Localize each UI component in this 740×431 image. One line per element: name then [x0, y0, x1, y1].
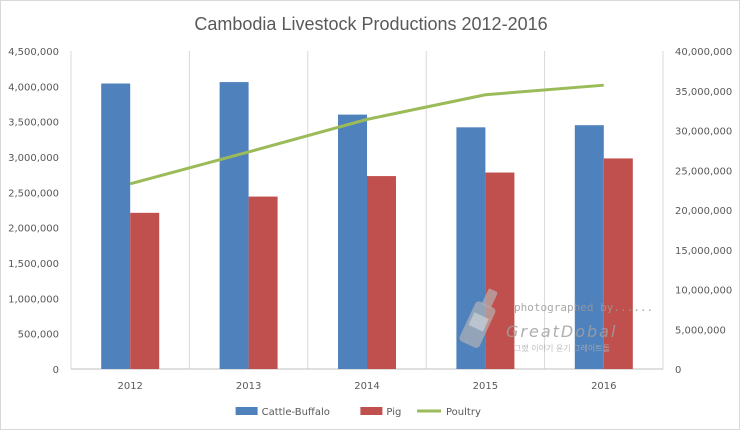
- legend-label: Cattle-Buffalo: [262, 407, 330, 418]
- bar-cattle-buffalo: [101, 83, 131, 370]
- left-axis-tick-label: 1,000,000: [8, 294, 59, 305]
- left-axis-tick-label: 500,000: [18, 330, 59, 341]
- bar-cattle-buffalo: [338, 114, 367, 369]
- chart-title: Cambodia Livestock Productions 2012-2016: [194, 14, 547, 34]
- right-axis-tick-label: 35,000,000: [675, 87, 732, 98]
- left-axis-tick-label: 4,000,000: [8, 82, 59, 93]
- bar-pig: [248, 196, 278, 369]
- x-axis-tick-label: 2012: [117, 381, 142, 392]
- bar-series-group: [101, 82, 633, 370]
- left-axis-tick-label: 3,500,000: [8, 118, 59, 129]
- x-axis-tick-label: 2016: [591, 381, 616, 392]
- legend: Cattle-Buffalo Pig Poultry: [235, 407, 481, 418]
- watermark-line3: 그랬 이야기 윤기 그레이트돌: [514, 343, 610, 353]
- right-axis-tick-label: 40,000,000: [675, 47, 732, 58]
- line-series-group: [129, 83, 604, 186]
- left-axis-tick-label: 2,000,000: [8, 224, 59, 235]
- bar-cattle-buffalo: [574, 125, 604, 369]
- bar-pig: [130, 212, 160, 369]
- right-axis-tick-label: 25,000,000: [675, 166, 732, 177]
- left-axis: 0 500,000 1,000,000 1,500,000 2,000,000 2,500…: [8, 47, 59, 376]
- right-axis-tick-label: 20,000,000: [675, 206, 732, 217]
- legend-key-pig: [360, 407, 383, 415]
- right-axis-tick-label: 30,000,000: [675, 127, 732, 138]
- legend-label: Poultry: [446, 407, 481, 418]
- right-axis-tick-label: 10,000,000: [675, 286, 732, 297]
- right-axis-tick-label: 5,000,000: [675, 325, 726, 336]
- legend-label: Pig: [386, 407, 401, 418]
- left-axis-tick-label: 0: [53, 365, 59, 376]
- right-axis: 0 5,000,000 10,000,000 15,000,000 20,000,000…: [675, 47, 732, 376]
- left-axis-tick-label: 3,000,000: [8, 153, 59, 164]
- watermark: photographed by...... GreatDobal 그랬 이야기 …: [459, 288, 653, 353]
- watermark-line1: photographed by......: [514, 301, 653, 314]
- left-axis-tick-label: 2,500,000: [8, 188, 59, 199]
- bar-cattle-buffalo: [219, 82, 249, 370]
- bar-pig: [367, 176, 396, 369]
- x-axis-tick-label: 2014: [354, 381, 379, 392]
- legend-key-cattle-buffalo: [235, 407, 258, 415]
- bottle-watermark-icon: [459, 288, 498, 348]
- right-axis-tick-label: 0: [675, 365, 681, 376]
- bar-pig: [603, 158, 633, 369]
- x-axis-tick-label: 2015: [473, 381, 498, 392]
- line-poultry: [129, 83, 604, 186]
- left-axis-tick-label: 1,500,000: [8, 259, 59, 270]
- x-axis-tick-label: 2013: [236, 381, 261, 392]
- x-axis: 2012 2013 2014 2015 2016: [117, 381, 616, 392]
- left-axis-tick-label: 4,500,000: [8, 47, 59, 58]
- watermark-line2: GreatDobal: [506, 322, 617, 341]
- bar-pig: [485, 172, 515, 369]
- right-axis-tick-label: 15,000,000: [675, 246, 732, 257]
